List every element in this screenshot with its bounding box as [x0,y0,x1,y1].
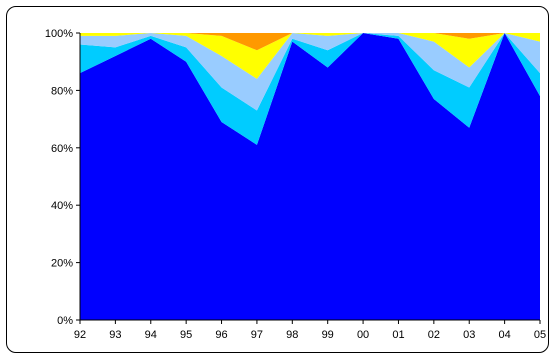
x-tick-label: 01 [392,329,404,341]
x-tick-label: 02 [428,329,440,341]
y-tick-label: 0% [57,315,73,327]
y-tick-labels: 0% 20% 40% 60% 80% 100% [45,28,73,327]
x-tick-label: 97 [251,329,263,341]
area-series-4 [80,33,540,79]
axes [76,32,541,324]
area-series-5 [80,33,540,51]
x-tick-label: 03 [463,329,475,341]
x-tick-label: 98 [286,329,298,341]
y-tick-label: 60% [51,143,73,155]
area-series-1 [80,33,540,320]
x-tick-label: 00 [357,329,369,341]
x-tick-label: 92 [74,329,86,341]
x-tick-label: 99 [322,329,334,341]
y-tick-label: 20% [51,258,73,270]
y-tick-label: 40% [51,200,73,212]
x-tick-label: 94 [145,329,157,341]
area-series-2 [80,33,540,145]
area-series-3 [80,33,540,111]
y-tick-label: 80% [51,85,73,97]
x-tick-label: 04 [498,329,510,341]
x-tick-labels: 92 93 94 95 96 97 98 99 00 01 02 03 04 05 [74,329,546,341]
x-tick-label: 96 [215,329,227,341]
y-tick-label: 100% [45,28,73,40]
x-tick-label: 05 [534,329,546,341]
x-tick-label: 95 [180,329,192,341]
x-tick-label: 93 [109,329,121,341]
area-layers [80,33,540,320]
